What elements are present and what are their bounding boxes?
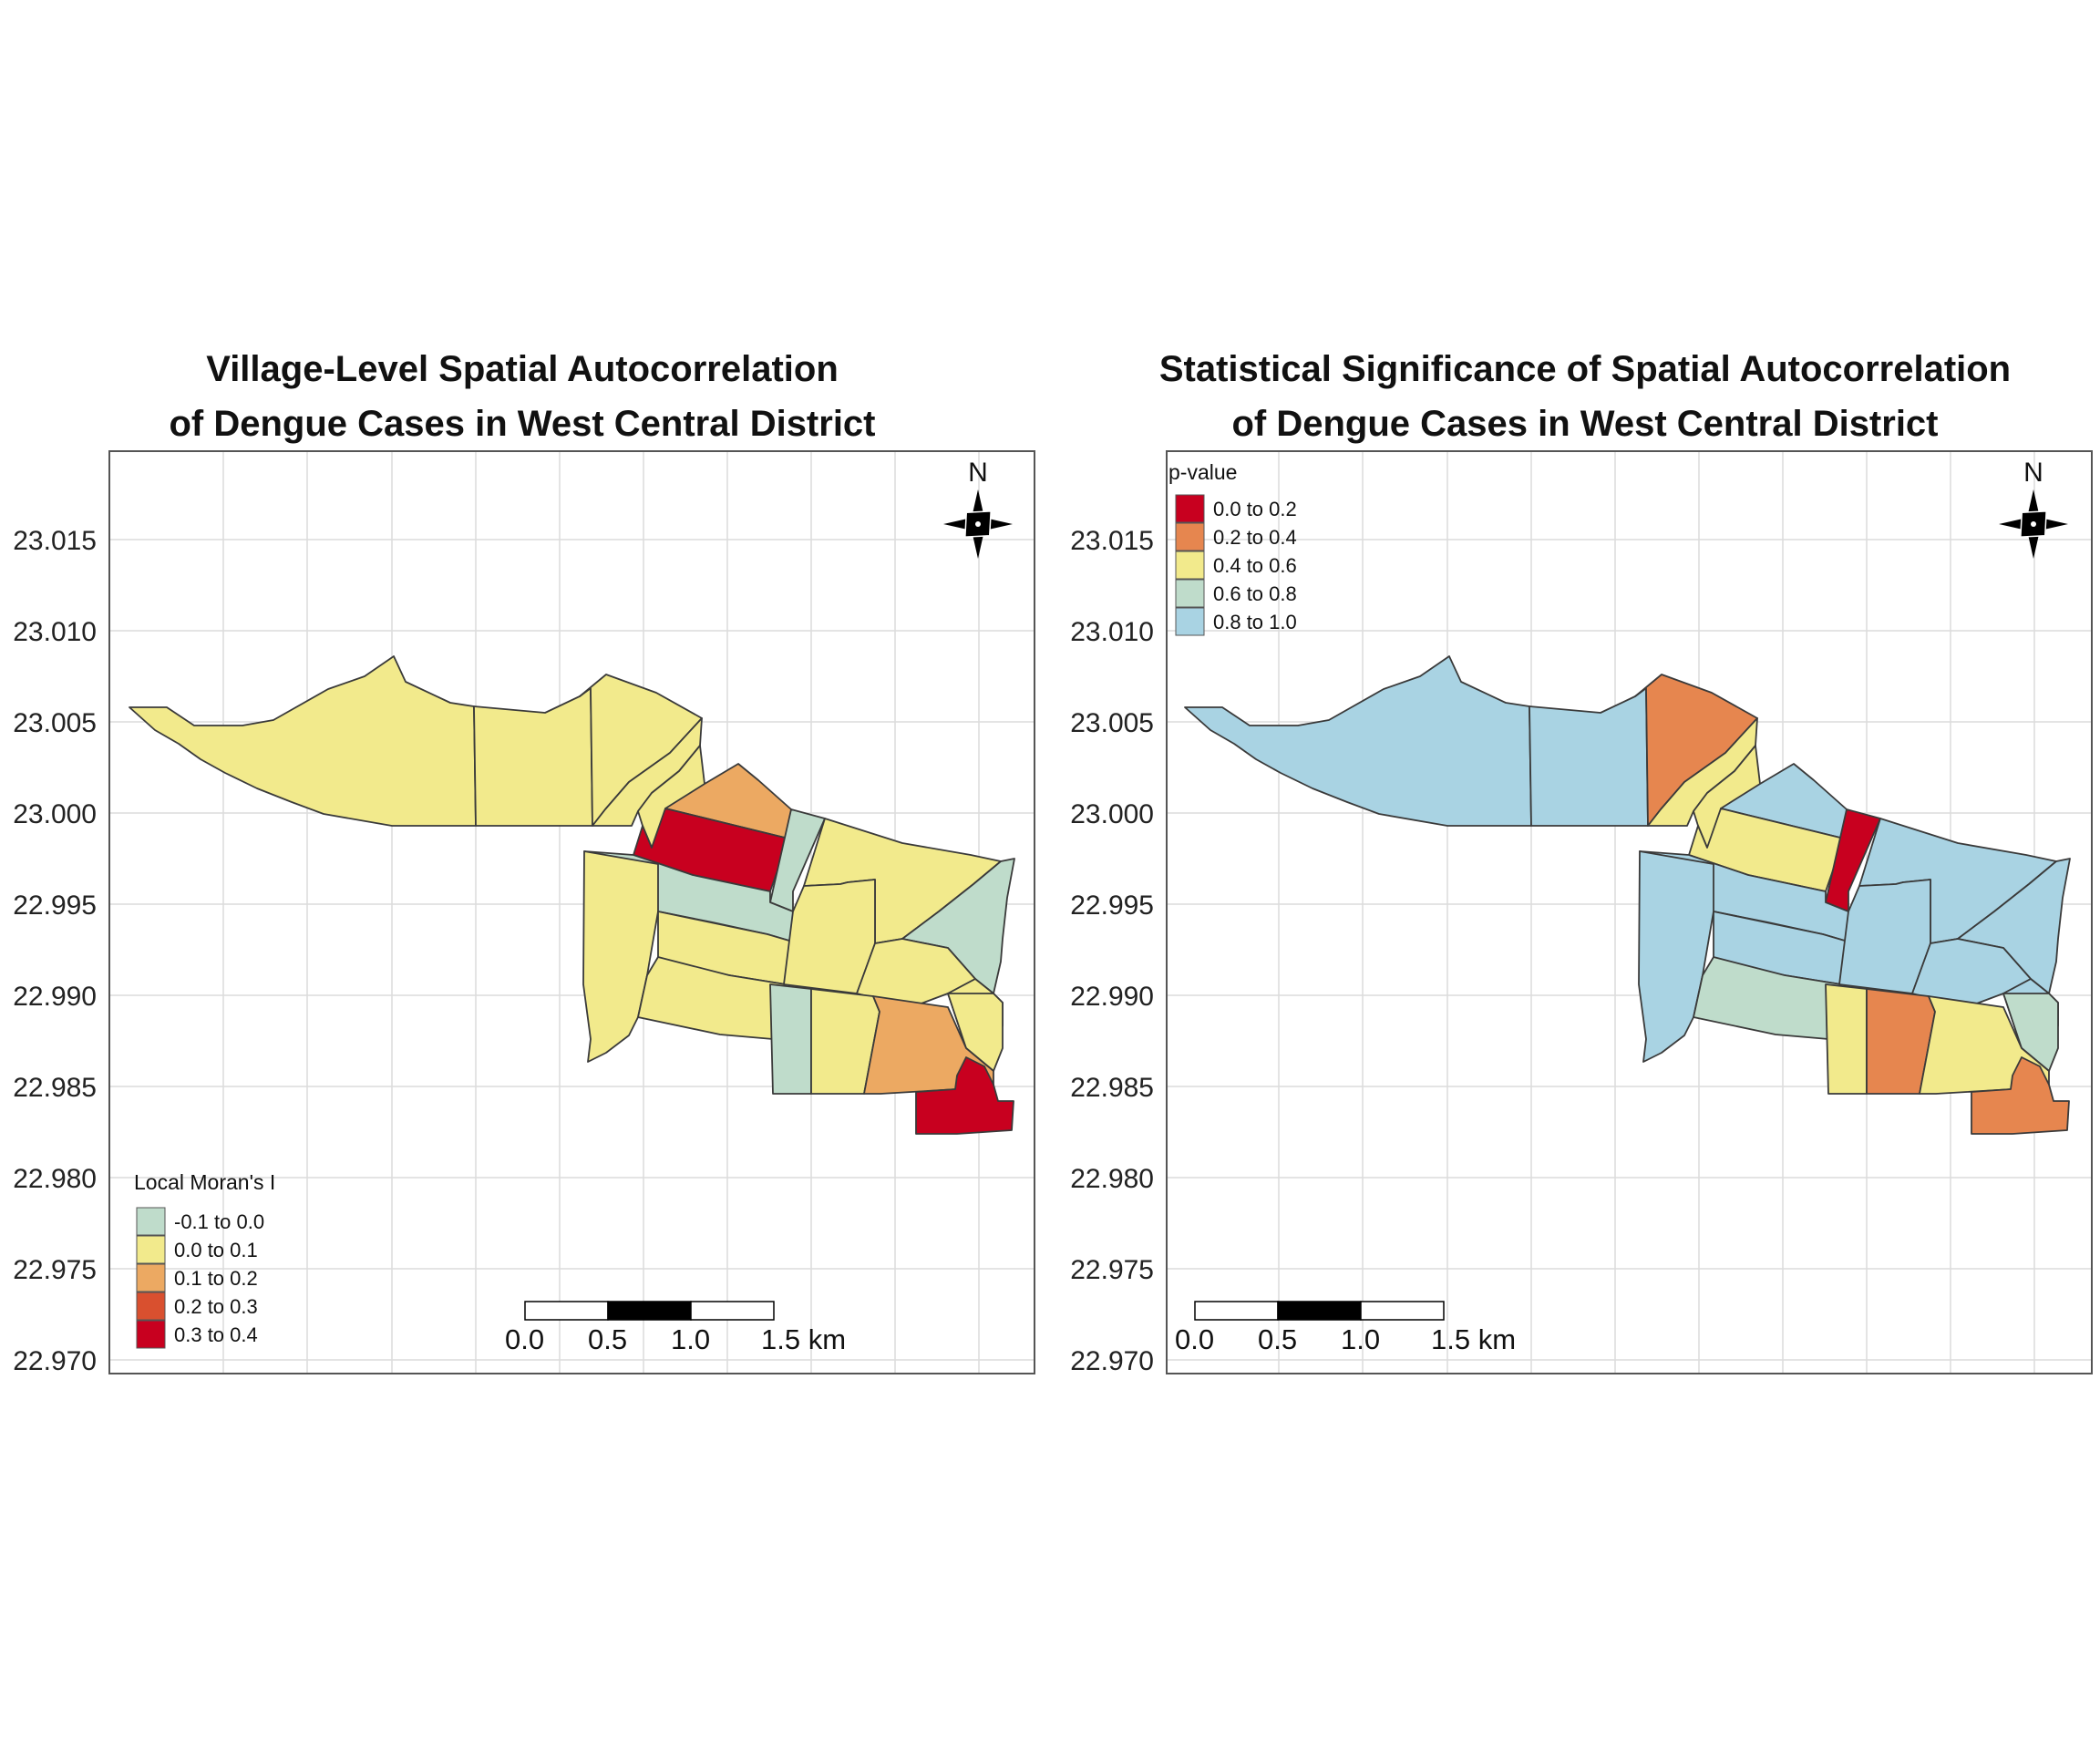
y-tick-label: 22.980 — [1070, 1164, 1154, 1194]
legend-label: 0.2 to 0.4 — [1213, 526, 1297, 549]
village-region-right-mid — [1838, 879, 1931, 994]
y-tick-label: 22.970 — [13, 1346, 97, 1376]
y-tick-label: 22.975 — [1070, 1255, 1154, 1285]
y-tick-label: 23.015 — [13, 526, 97, 556]
north-arrow-icon: N — [1999, 458, 2068, 559]
scale-bar-segment — [1360, 1301, 1445, 1321]
village-region-lower-mid — [1693, 956, 1842, 1040]
village-region-s-red — [915, 1056, 1014, 1135]
legend-swatch — [1175, 494, 1205, 523]
scale-bar-label: 0.0 — [1175, 1323, 1214, 1355]
y-tick-label: 23.005 — [13, 708, 97, 738]
legend: p-value 0.0 to 0.2 0.2 to 0.4 0.4 to 0.6 0.6… — [1168, 460, 1297, 636]
map-panel-1: Village-Level Spatial Autocorrelation of … — [13, 349, 1035, 1376]
legend-swatch — [136, 1292, 166, 1321]
y-tick-label: 23.010 — [13, 617, 97, 647]
y-tick-label: 23.005 — [1070, 708, 1154, 738]
legend-label: 0.8 to 1.0 — [1213, 611, 1297, 633]
scale-bar-segment — [607, 1301, 692, 1321]
legend-swatch — [136, 1207, 166, 1236]
y-tick-label: 22.975 — [13, 1255, 97, 1285]
village-polygons — [1184, 655, 2071, 1135]
y-tick-label: 23.010 — [1070, 617, 1154, 647]
legend-label: 0.1 to 0.2 — [174, 1267, 258, 1290]
scale-bar-label: 1.0 — [1341, 1323, 1380, 1355]
y-tick-label: 22.995 — [1070, 890, 1154, 921]
map-frame — [1166, 450, 2093, 1374]
scale-bar-segment — [1194, 1301, 1279, 1321]
y-tick-label: 22.990 — [13, 982, 97, 1012]
graticule — [1167, 451, 2092, 1374]
scale-bar-label: 0.0 — [505, 1323, 544, 1355]
legend-swatch — [1175, 607, 1205, 636]
scale-bar-label: 1.5 km — [1431, 1323, 1516, 1355]
village-region-green-strip — [769, 808, 826, 912]
north-label: N — [2023, 458, 2043, 488]
y-tick-label: 22.970 — [1070, 1346, 1154, 1376]
legend-label: 0.4 to 0.6 — [1213, 554, 1297, 577]
legend-label: 0.0 to 0.1 — [174, 1239, 258, 1261]
y-tick-label: 22.985 — [1070, 1073, 1154, 1103]
scale-bar-segment — [524, 1301, 609, 1321]
y-tick-label: 22.980 — [13, 1164, 97, 1194]
legend-swatch — [1175, 522, 1205, 551]
legend-label: 0.2 to 0.3 — [174, 1295, 258, 1318]
compass-center — [2031, 521, 2036, 527]
scale-bar-segment — [1277, 1301, 1362, 1321]
y-tick-label: 23.000 — [1070, 799, 1154, 829]
legend-swatch — [1175, 551, 1205, 580]
scale-bar-label: 1.0 — [671, 1323, 710, 1355]
legend-swatch — [136, 1320, 166, 1349]
y-tick-label: 23.000 — [13, 799, 97, 829]
legend: Local Moran's I -0.1 to 0.0 0.0 to 0.1 0.1 … — [134, 1170, 275, 1349]
scale-bar-label: 0.5 — [588, 1323, 627, 1355]
north-arrow-icon: N — [943, 458, 1013, 559]
legend-label: 0.0 to 0.2 — [1213, 498, 1297, 520]
y-tick-label: 22.985 — [13, 1073, 97, 1103]
map-frame — [108, 450, 1035, 1374]
legend-swatch — [1175, 579, 1205, 608]
compass-center — [975, 521, 981, 527]
map-title-line-2: of Dengue Cases in West Central District — [1232, 404, 1939, 444]
village-region-s-green — [769, 983, 812, 1095]
map-title-line-1: Village-Level Spatial Autocorrelation — [206, 349, 839, 389]
legend-label: -0.1 to 0.0 — [174, 1210, 264, 1233]
map-panel-2: Statistical Significance of Spatial Auto… — [1070, 349, 2093, 1376]
legend-label: 0.3 to 0.4 — [174, 1323, 258, 1346]
scale-bar-label: 1.5 km — [761, 1323, 846, 1355]
y-tick-label: 22.990 — [1070, 982, 1154, 1012]
north-label: N — [968, 458, 988, 488]
village-region-green-strip — [1825, 808, 1881, 912]
scale-bar: 0.0 0.5 1.0 1.5 km — [505, 1301, 846, 1355]
village-region-s-green — [1825, 983, 1868, 1095]
scale-bar: 0.0 0.5 1.0 1.5 km — [1175, 1301, 1516, 1355]
scale-bar-label: 0.5 — [1258, 1323, 1297, 1355]
village-region-lower-mid — [637, 956, 787, 1040]
map-title-line-1: Statistical Significance of Spatial Auto… — [1159, 349, 2011, 389]
y-tick-label: 23.015 — [1070, 526, 1154, 556]
village-region-s-red — [1971, 1056, 2070, 1135]
legend-swatch — [136, 1235, 166, 1264]
village-region-right-mid — [783, 879, 876, 994]
legend-label: 0.6 to 0.8 — [1213, 582, 1297, 605]
legend-swatch — [136, 1263, 166, 1292]
scale-bar-segment — [690, 1301, 775, 1321]
legend-title: p-value — [1168, 460, 1237, 484]
legend-title: Local Moran's I — [134, 1170, 275, 1194]
map-title-line-2: of Dengue Cases in West Central District — [170, 404, 876, 444]
village-polygons — [129, 655, 1015, 1135]
y-tick-label: 22.995 — [13, 890, 97, 921]
